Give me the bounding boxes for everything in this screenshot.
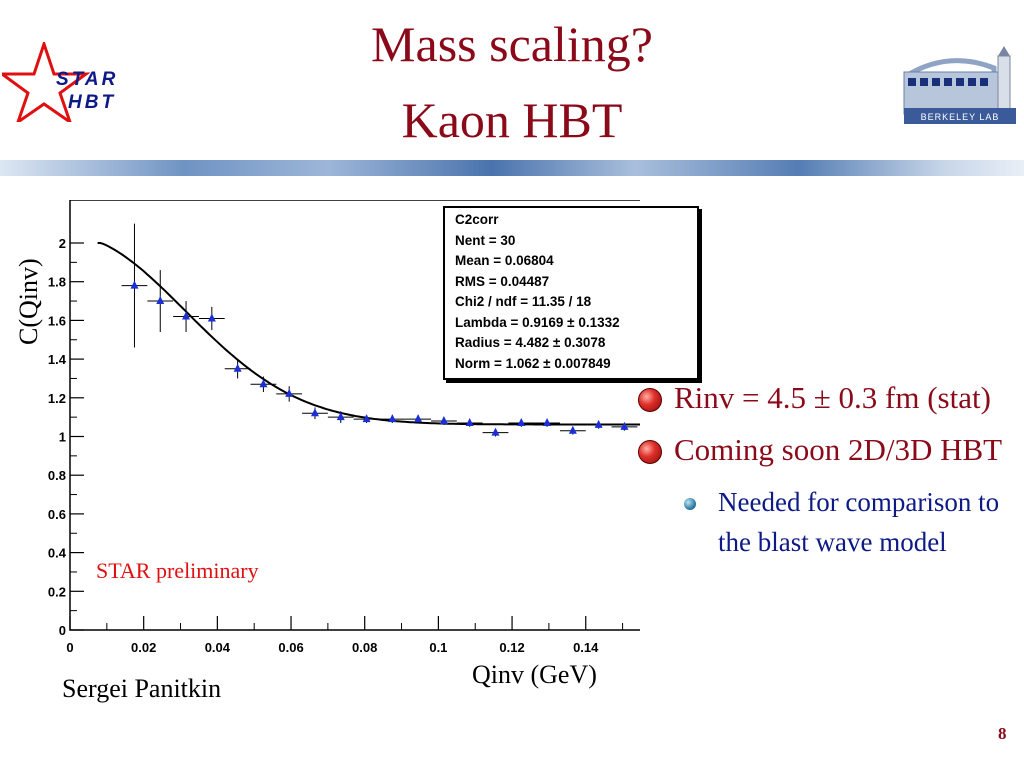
- data-point-marker: [543, 417, 552, 426]
- fit-stats-box: C2corr Nent = 30 Mean = 0.06804 RMS = 0.…: [443, 206, 699, 380]
- y-tick-label: 1.6: [48, 313, 66, 328]
- y-tick-label: 1.2: [48, 391, 66, 406]
- data-point-marker: [156, 296, 165, 305]
- data-point-marker: [594, 419, 603, 428]
- data-point-marker: [517, 417, 526, 426]
- y-tick-label: 0.2: [48, 584, 66, 599]
- x-tick-label: 0.02: [131, 640, 156, 655]
- blue-dot-bullet-icon: [684, 498, 696, 510]
- lab-logo-text: BERKELEY LAB: [921, 112, 1000, 122]
- star-hbt-logo: STAR HBT: [2, 42, 118, 122]
- stats-line: Radius = 4.482 ± 0.3078: [455, 335, 606, 350]
- y-tick-label: 0: [59, 623, 66, 638]
- y-tick-label: 0.8: [48, 468, 66, 483]
- slide-title-line1: Mass scaling?: [371, 16, 653, 72]
- red-ball-bullet-icon: [638, 388, 662, 412]
- x-tick-label: 0.04: [205, 640, 231, 655]
- data-point-marker: [491, 427, 500, 436]
- data-point-marker: [285, 388, 294, 397]
- slide-title-line2: Kaon HBT: [401, 92, 623, 148]
- data-point-marker: [130, 280, 139, 289]
- y-tick-label: 1.4: [48, 352, 67, 367]
- stats-line: Nent = 30: [455, 232, 516, 248]
- header-band: [0, 160, 1024, 176]
- data-point-marker: [233, 363, 242, 372]
- plot-frame: [69, 200, 640, 631]
- data-point-marker: [439, 416, 448, 425]
- data-point-marker: [620, 421, 629, 430]
- data-point-marker: [207, 313, 216, 322]
- data-point-marker: [568, 425, 577, 434]
- star-logo-text1: STAR: [56, 69, 118, 90]
- data-point-marker: [388, 414, 397, 423]
- red-ball-bullet-icon: [638, 440, 662, 464]
- star-logo-text2: HBT: [68, 92, 116, 113]
- data-point-marker: [310, 408, 319, 417]
- y-axis-label: C(Qinv): [14, 258, 43, 345]
- bullet-item-rinv: Rinv = 4.5 ± 0.3 fm (stat): [636, 378, 1016, 418]
- data-points: [121, 223, 638, 437]
- page-number: 8: [998, 724, 1007, 743]
- x-tick-label: 0.08: [352, 640, 377, 655]
- bullet-text: Coming soon 2D/3D HBT: [674, 432, 1003, 467]
- stats-line: Chi2 / ndf = 11.35 / 18: [455, 294, 592, 309]
- bullet-item-coming-soon: Coming soon 2D/3D HBT: [636, 430, 1016, 470]
- stats-line: C2corr: [455, 212, 499, 227]
- x-axis-ticks: 0 0.02 0.04 0.06 0.08 0.1 0.12 0.14: [66, 616, 624, 655]
- bullet-list: Rinv = 4.5 ± 0.3 fm (stat) Coming soon 2…: [636, 378, 1016, 562]
- bullet-text: Rinv = 4.5 ± 0.3 fm (stat): [674, 380, 991, 415]
- data-point-marker: [465, 417, 474, 426]
- star-preliminary-label: STAR preliminary: [96, 558, 259, 583]
- x-tick-label: 0.06: [278, 640, 303, 655]
- chart-plot: 0 0.2 0.4 0.6 0.8 1 1.2 1.4 1.6 1.8 2 0 0.02 0.04 0.0…: [48, 200, 640, 655]
- star-icon: [2, 42, 91, 122]
- stats-line: RMS = 0.04487: [455, 273, 550, 289]
- y-tick-label: 1.8: [48, 275, 66, 290]
- x-tick-label: 0.14: [573, 640, 599, 655]
- x-tick-label: 0.1: [429, 640, 447, 655]
- author-name: Sergei Panitkin: [62, 674, 222, 703]
- y-tick-label: 0.4: [48, 546, 67, 561]
- y-tick-label: 1: [59, 430, 66, 445]
- data-point-marker: [336, 412, 345, 421]
- y-tick-label: 2: [59, 236, 66, 251]
- y-tick-label: 0.6: [48, 507, 66, 522]
- y-axis-ticks: 0 0.2 0.4 0.6 0.8 1 1.2 1.4 1.6 1.8 2: [48, 236, 84, 638]
- stats-line: Lambda = 0.9169 ± 0.1332: [455, 314, 620, 330]
- x-tick-label: 0: [66, 640, 73, 655]
- data-point-marker: [182, 311, 191, 320]
- data-point-marker: [259, 379, 268, 388]
- fit-curve: [97, 242, 640, 426]
- x-axis-label: Qinv (GeV): [472, 660, 597, 689]
- stats-line: Mean = 0.06804: [455, 253, 554, 268]
- data-point-marker: [414, 414, 423, 423]
- sub-bullet-item: Needed for comparison to the blast wave …: [636, 482, 1016, 562]
- sub-bullet-text: Needed for comparison to the blast wave …: [718, 487, 1000, 557]
- stats-line: Norm = 1.062 ± 0.007849: [455, 355, 611, 371]
- berkeley-lab-logo: BERKELEY LAB: [903, 46, 1016, 124]
- data-point-marker: [362, 414, 371, 423]
- x-tick-label: 0.12: [499, 640, 524, 655]
